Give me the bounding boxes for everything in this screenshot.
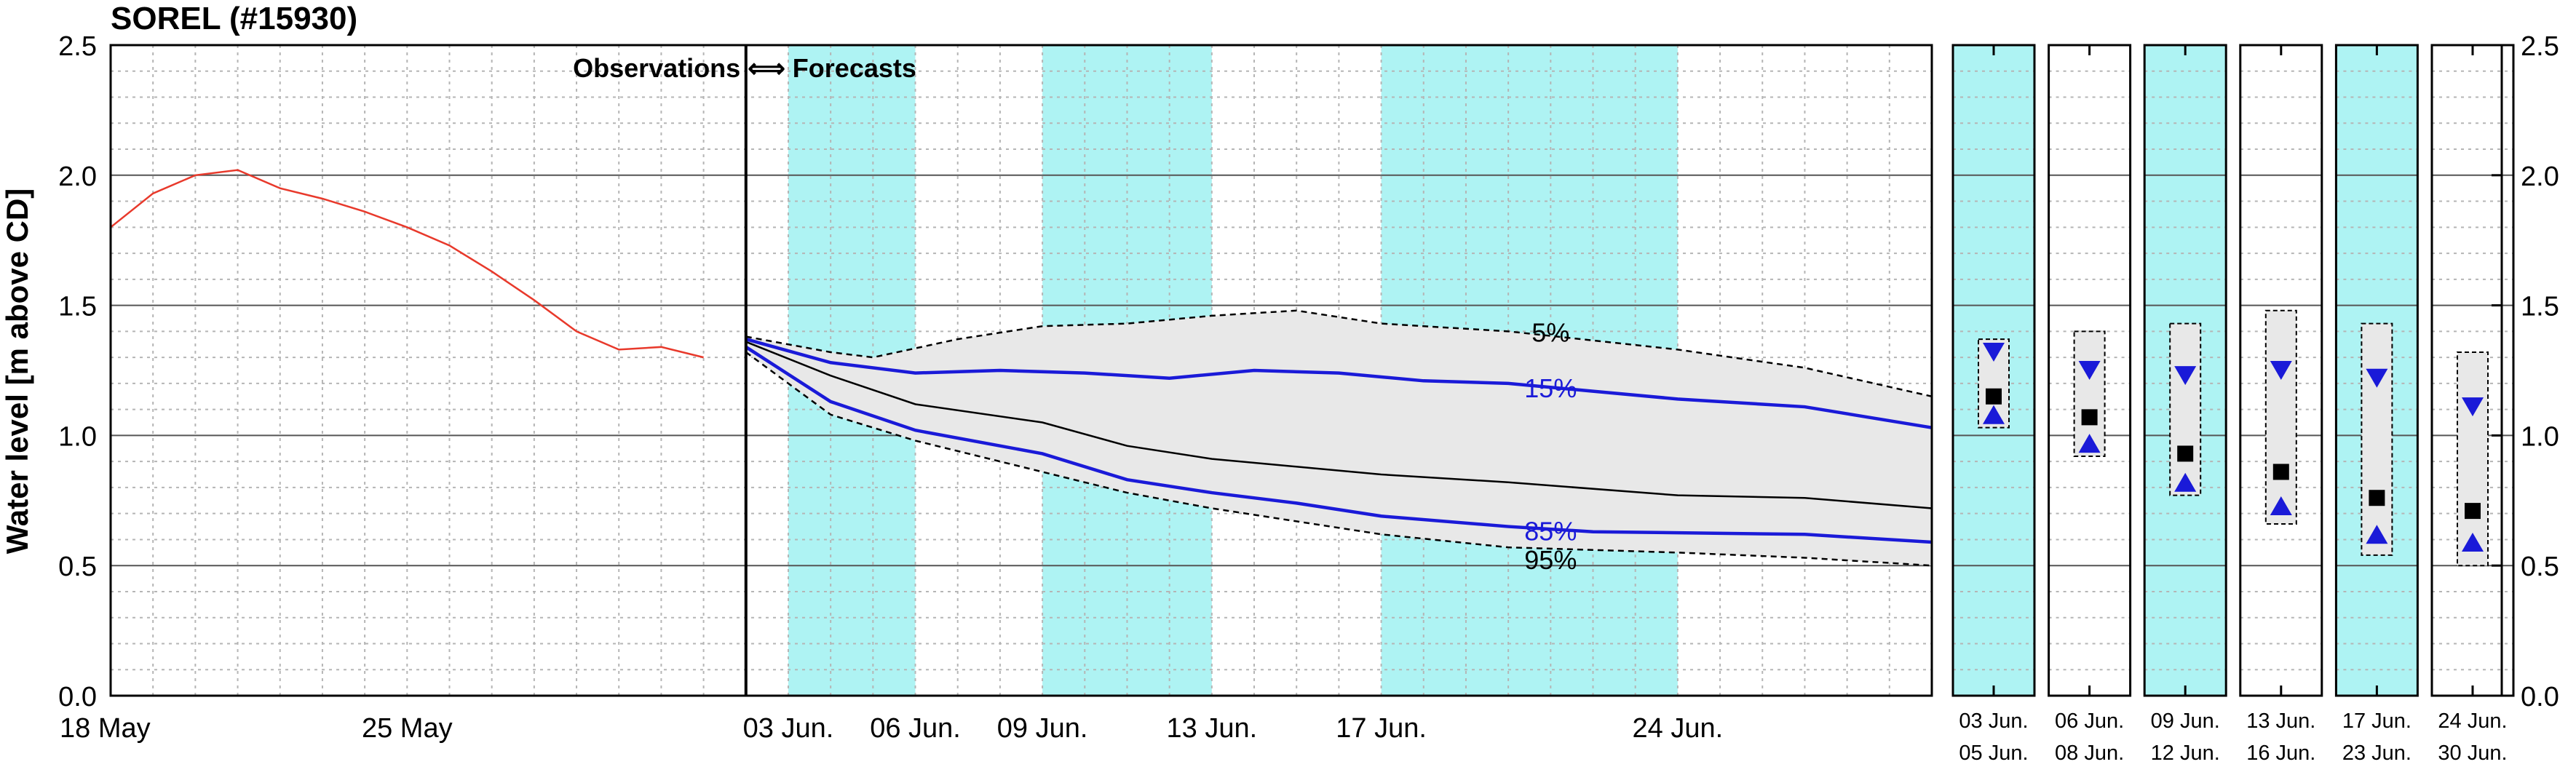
panel-median-marker xyxy=(2369,490,2385,506)
label-p95: 95% xyxy=(1524,545,1577,575)
y-tick-label-right: 2.5 xyxy=(2521,31,2559,62)
panel-p85-marker xyxy=(1983,405,2005,424)
panel-label-top: 06 Jun. xyxy=(2055,710,2124,733)
chart-title: SOREL (#15930) xyxy=(111,1,357,36)
y-tick-label-right: 2.0 xyxy=(2521,162,2559,192)
y-tick-label-left: 2.0 xyxy=(58,162,97,192)
x-tick-label: 18 May xyxy=(60,713,151,744)
percentile-band-fill xyxy=(745,310,1932,566)
panel-border xyxy=(2239,44,2323,697)
label-p15: 15% xyxy=(1524,373,1577,403)
y-tick-label-left: 1.0 xyxy=(58,421,97,452)
x-tick-label: 13 Jun. xyxy=(1167,713,1258,744)
x-tick-label: 03 Jun. xyxy=(743,713,834,744)
x-tick-label: 17 Jun. xyxy=(1336,713,1427,744)
main-plot-border xyxy=(109,44,1933,697)
y-tick-label-left: 0.0 xyxy=(58,682,97,712)
panel-p15-marker xyxy=(2366,368,2388,388)
panel-label-top: 03 Jun. xyxy=(1959,710,2028,733)
panel-label-top: 13 Jun. xyxy=(2246,710,2315,733)
series-line xyxy=(745,351,1933,567)
panel-label-top: 17 Jun. xyxy=(2342,710,2411,733)
series-line xyxy=(745,345,1933,544)
panel-border xyxy=(2048,44,2132,697)
y-tick-label-right: 1.5 xyxy=(2521,292,2559,322)
panel-label-bottom: 16 Jun. xyxy=(2246,742,2315,765)
panel-label-top: 24 Jun. xyxy=(2438,710,2507,733)
panel-p15-marker xyxy=(1983,342,2005,362)
y-tick-label-right: 1.0 xyxy=(2521,421,2559,452)
panel-border xyxy=(2334,44,2419,697)
panel-border xyxy=(2430,44,2515,697)
panel-median-marker xyxy=(2081,409,2098,426)
panel-label-top: 09 Jun. xyxy=(2151,710,2220,733)
y-tick-label-right: 0.0 xyxy=(2521,682,2559,712)
panel-p85-marker xyxy=(2462,533,2484,552)
panel-p85-marker xyxy=(2174,472,2197,492)
panel-border xyxy=(2143,44,2227,697)
series-line xyxy=(745,341,1933,509)
panel-label-bottom: 08 Jun. xyxy=(2055,742,2124,765)
series-line xyxy=(110,169,704,359)
panel-p85-marker xyxy=(2270,496,2292,515)
percentile-band xyxy=(745,310,1932,566)
x-tick-label: 09 Jun. xyxy=(997,713,1088,744)
series-lines: 5% 15% 85%95% xyxy=(110,169,1933,575)
x-tick-label: 24 Jun. xyxy=(1633,713,1724,744)
axis-labels: 0.0 0.0 0.5 0.5 1.0 1.0 1.5 1.5 2.0 2.0 2.5 2.5 18 M… xyxy=(58,31,2559,744)
panel-median-marker xyxy=(1986,388,2002,405)
panel-label-bottom: 30 Jun. xyxy=(2438,742,2507,765)
panel-median-marker xyxy=(2177,445,2194,462)
panel-p15-marker xyxy=(2270,361,2292,380)
y-tick-label-right: 0.5 xyxy=(2521,552,2559,582)
panel-range-box xyxy=(2169,322,2202,496)
panel-p15-marker xyxy=(2462,397,2484,417)
panel-label-bottom: 12 Jun. xyxy=(2151,742,2220,765)
panel-label-bottom: 23 Jun. xyxy=(2342,742,2411,765)
panel-median-marker xyxy=(2465,503,2481,520)
panel-range-box xyxy=(2361,322,2393,556)
y-tick-label-left: 0.5 xyxy=(58,552,97,582)
panel-range-box xyxy=(2457,351,2489,567)
label-p85: 85% xyxy=(1524,517,1577,547)
y-tick-label-left: 1.5 xyxy=(58,292,97,322)
panel-border xyxy=(1951,44,2036,697)
panel-label-bottom: 05 Jun. xyxy=(1959,742,2028,765)
panel-p15-marker xyxy=(2174,366,2197,386)
observations-forecasts-label: Observations ⟺ Forecasts xyxy=(573,53,916,83)
y-axis-label: Water level [m above CD] xyxy=(0,188,34,555)
summary-panels: 03 Jun. 05 Jun. 06 Jun. 08 Jun. 09 Jun. 12 Ju… xyxy=(1951,44,2515,765)
plot-frame xyxy=(109,44,1933,697)
panel-p85-marker xyxy=(2078,434,2101,453)
x-tick-label: 25 May xyxy=(362,713,453,744)
panel-p85-marker xyxy=(2366,525,2388,544)
x-tick-label: 06 Jun. xyxy=(870,713,961,744)
panel-median-marker xyxy=(2272,464,2289,480)
series-line xyxy=(745,337,1933,429)
series-line xyxy=(745,309,1933,397)
label-p5: 5% xyxy=(1531,317,1569,347)
panel-p15-marker xyxy=(2078,361,2101,380)
y-tick-label-left: 2.5 xyxy=(58,31,97,62)
panel-range-box xyxy=(2264,309,2297,525)
